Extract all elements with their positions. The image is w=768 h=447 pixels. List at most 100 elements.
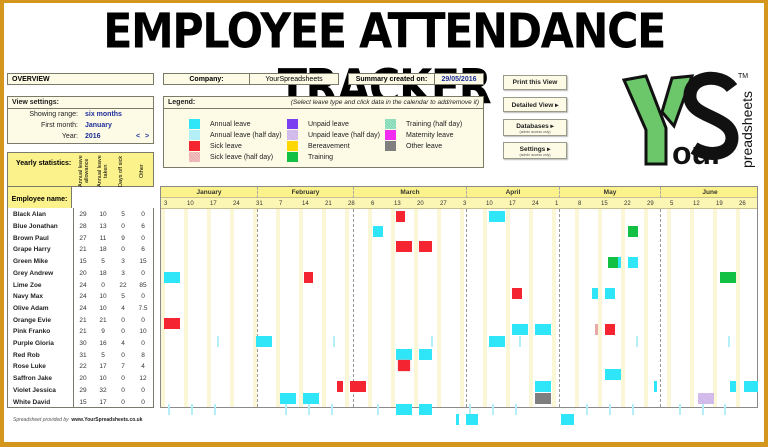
annual-leave-entry[interactable] xyxy=(628,257,638,268)
annual-half-entry[interactable] xyxy=(632,404,634,415)
annual-leave-entry[interactable] xyxy=(419,349,432,360)
sick-leave-entry[interactable] xyxy=(350,381,366,392)
legend-maternity[interactable]: Maternity leave xyxy=(385,130,453,140)
annual-leave-entry[interactable] xyxy=(512,324,528,335)
annual-half-entry[interactable] xyxy=(431,336,433,347)
annual-leave-entry[interactable] xyxy=(535,381,551,392)
table-row[interactable]: Violet Jessica 29 32 0 0 xyxy=(8,385,155,397)
annual-leave-entry[interactable] xyxy=(419,404,432,415)
annual-half-entry[interactable] xyxy=(331,404,333,415)
footer-link[interactable]: www.YourSpreadsheets.co.uk xyxy=(71,417,143,423)
annual-leave-entry[interactable] xyxy=(489,336,505,347)
annual-leave-entry[interactable] xyxy=(618,257,621,268)
sick-leave-entry[interactable] xyxy=(396,241,412,252)
annual-leave-entry[interactable] xyxy=(654,381,657,392)
training-entry[interactable] xyxy=(720,272,736,283)
annual-leave-entry[interactable] xyxy=(561,414,574,425)
sick-leave-entry[interactable] xyxy=(512,288,522,299)
training-entry[interactable] xyxy=(628,226,638,237)
other-leave-entry[interactable] xyxy=(535,393,551,404)
calendar-grid[interactable] xyxy=(161,209,758,425)
table-row[interactable]: Orange Evie 21 21 0 0 xyxy=(8,314,155,326)
annual-leave-entry[interactable] xyxy=(730,381,736,392)
annual-half-entry[interactable] xyxy=(515,404,517,415)
annual-half-entry[interactable] xyxy=(469,404,471,415)
annual-leave-entry[interactable] xyxy=(256,336,272,347)
annual-leave-entry[interactable] xyxy=(456,414,459,425)
next-year-button[interactable]: > xyxy=(145,133,150,140)
table-row[interactable]: Saffron Jake 20 10 0 12 xyxy=(8,373,155,385)
annual-half-entry[interactable] xyxy=(214,404,216,415)
annual-half-entry[interactable] xyxy=(333,336,335,347)
legend-sick-leave[interactable]: Sick leave xyxy=(189,141,242,151)
annual-half-entry[interactable] xyxy=(702,404,704,415)
legend-unpaid-half[interactable]: Unpaid leave (half day) xyxy=(287,130,380,140)
table-row[interactable]: Olive Adam 24 10 4 7.5 xyxy=(8,303,155,315)
annual-half-entry[interactable] xyxy=(636,336,638,347)
annual-leave-entry[interactable] xyxy=(164,272,180,283)
table-row[interactable]: Red Rob 31 5 0 8 xyxy=(8,349,155,361)
table-row[interactable]: Brown Paul 27 11 9 0 xyxy=(8,232,155,244)
annual-leave-entry[interactable] xyxy=(535,324,551,335)
print-view-button[interactable]: Print this View xyxy=(503,75,567,90)
annual-half-entry[interactable] xyxy=(609,404,611,415)
annual-half-entry[interactable] xyxy=(724,404,726,415)
first-month-value[interactable]: January xyxy=(85,122,112,129)
table-row[interactable]: Navy Max 24 10 5 0 xyxy=(8,291,155,303)
legend-sick-half[interactable]: Sick leave (half day) xyxy=(189,152,273,162)
sick-leave-entry[interactable] xyxy=(304,272,313,283)
annual-half-entry[interactable] xyxy=(217,336,219,347)
annual-half-entry[interactable] xyxy=(519,336,521,347)
legend-other[interactable]: Other leave xyxy=(385,141,442,151)
table-row[interactable]: Grape Harry 21 18 0 6 xyxy=(8,244,155,256)
annual-leave-entry[interactable] xyxy=(605,369,621,380)
legend-bereavement[interactable]: Bereavement xyxy=(287,141,350,151)
annual-half-entry[interactable] xyxy=(679,404,681,415)
sick-leave-entry[interactable] xyxy=(605,324,615,335)
sick-leave-entry[interactable] xyxy=(164,318,180,329)
table-row[interactable]: Purple Gloria 30 16 4 0 xyxy=(8,338,155,350)
table-row[interactable]: Rose Luke 22 17 7 4 xyxy=(8,361,155,373)
annual-leave-entry[interactable] xyxy=(396,349,412,360)
legend-training[interactable]: Training xyxy=(287,152,333,162)
annual-half-entry[interactable] xyxy=(728,336,730,347)
annual-leave-entry[interactable] xyxy=(373,226,383,237)
table-row[interactable]: Pink Franko 21 9 0 10 xyxy=(8,326,155,338)
annual-leave-entry[interactable] xyxy=(396,404,412,415)
annual-half-entry[interactable] xyxy=(308,404,310,415)
showing-range-value[interactable]: six months xyxy=(85,111,122,118)
annual-half-entry[interactable] xyxy=(285,404,287,415)
table-row[interactable]: Blue Jonathan 28 13 0 6 xyxy=(8,221,155,233)
annual-leave-entry[interactable] xyxy=(489,211,505,222)
table-row[interactable]: Green Mike 15 5 3 15 xyxy=(8,256,155,268)
training-entry[interactable] xyxy=(608,257,618,268)
year-value[interactable]: 2016 xyxy=(85,133,101,140)
table-row[interactable]: White David 15 17 0 0 xyxy=(8,396,155,408)
sick-leave-entry[interactable] xyxy=(398,360,410,371)
sick-leave-entry[interactable] xyxy=(337,381,343,392)
legend-training-half[interactable]: Training (half day) xyxy=(385,119,462,129)
annual-leave-entry[interactable] xyxy=(466,414,478,425)
annual-half-entry[interactable] xyxy=(191,404,193,415)
sick-leave-entry[interactable] xyxy=(419,241,432,252)
table-row[interactable]: Black Alan 29 10 5 0 xyxy=(8,209,155,221)
annual-leave-entry[interactable] xyxy=(303,393,319,404)
annual-half-entry[interactable] xyxy=(377,404,379,415)
annual-half-entry[interactable] xyxy=(492,404,494,415)
table-row[interactable]: Grey Andrew 20 18 3 0 xyxy=(8,268,155,280)
annual-leave-entry[interactable] xyxy=(744,381,758,392)
table-row[interactable]: Lime Zoe 24 0 22 85 xyxy=(8,279,155,291)
annual-leave-entry[interactable] xyxy=(280,393,296,404)
prev-year-button[interactable]: < xyxy=(136,133,141,140)
databases-button[interactable]: Databases ▸ (admin access only) xyxy=(503,119,567,136)
legend-annual-half[interactable]: Annual leave (half day) xyxy=(189,130,282,140)
sick-leave-entry[interactable] xyxy=(396,211,405,222)
company-value[interactable]: YourSpreadsheets xyxy=(265,75,323,83)
detailed-view-button[interactable]: Detailed View ▸ xyxy=(503,97,567,112)
annual-half-entry[interactable] xyxy=(586,404,588,415)
unpaid-half-entry[interactable] xyxy=(698,393,714,404)
sick-half-entry[interactable] xyxy=(595,324,598,335)
annual-leave-entry[interactable] xyxy=(592,288,598,299)
legend-annual-leave[interactable]: Annual leave xyxy=(189,119,250,129)
annual-leave-entry[interactable] xyxy=(605,288,615,299)
